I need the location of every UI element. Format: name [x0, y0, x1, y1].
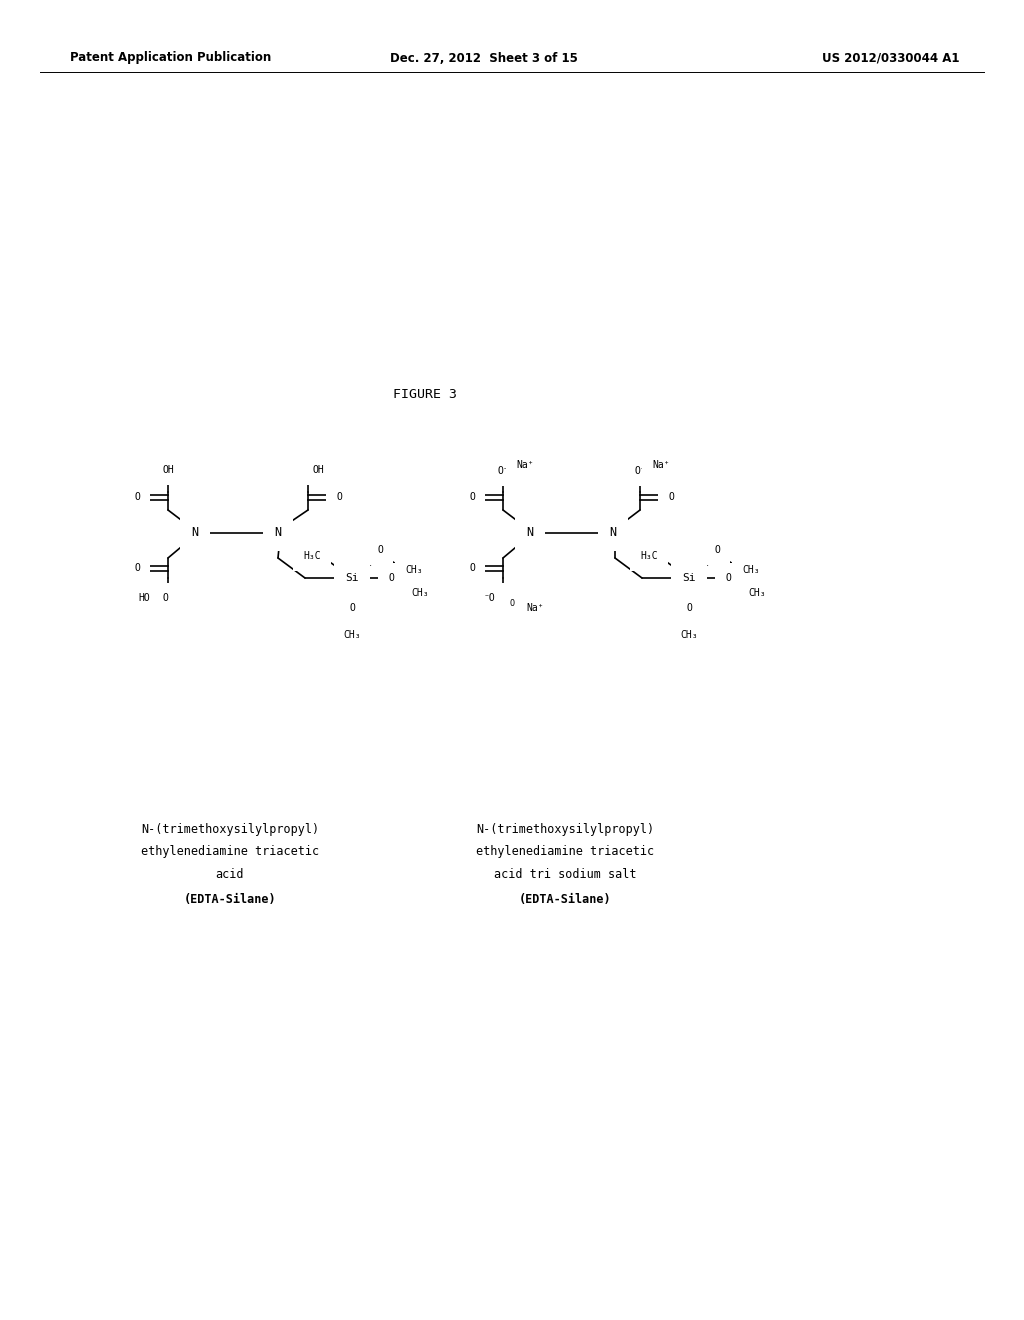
- Text: (EDTA-Silane): (EDTA-Silane): [519, 894, 611, 907]
- Text: Na⁺: Na⁺: [652, 459, 670, 470]
- Text: N-(trimethoxysilylpropyl): N-(trimethoxysilylpropyl): [141, 824, 319, 837]
- Text: CH₃: CH₃: [412, 587, 429, 598]
- Text: O: O: [668, 492, 674, 502]
- Text: O: O: [388, 573, 394, 583]
- Text: N: N: [609, 527, 616, 540]
- Text: H₃C: H₃C: [640, 550, 657, 561]
- Text: ⁻O: ⁻O: [484, 593, 496, 603]
- Text: Si: Si: [682, 573, 695, 583]
- Text: O⁻: O⁻: [497, 466, 509, 477]
- Text: CH₃: CH₃: [749, 587, 766, 598]
- Text: US 2012/0330044 A1: US 2012/0330044 A1: [822, 51, 961, 65]
- Text: O: O: [162, 593, 168, 603]
- Text: Si: Si: [345, 573, 358, 583]
- Text: O: O: [134, 564, 140, 573]
- Text: CH₃: CH₃: [343, 630, 360, 640]
- Text: acid: acid: [216, 867, 245, 880]
- Text: OH: OH: [162, 465, 174, 475]
- Text: CH₃: CH₃: [406, 565, 423, 576]
- Text: O⁻: O⁻: [634, 466, 646, 477]
- Text: ethylenediamine triacetic: ethylenediamine triacetic: [141, 846, 319, 858]
- Text: OH: OH: [312, 465, 324, 475]
- Text: acid tri sodium salt: acid tri sodium salt: [494, 867, 636, 880]
- Text: HO: HO: [138, 593, 150, 603]
- Text: CH₃: CH₃: [742, 565, 760, 576]
- Text: ethylenediamine triacetic: ethylenediamine triacetic: [476, 846, 654, 858]
- Text: N: N: [526, 527, 534, 540]
- Text: Patent Application Publication: Patent Application Publication: [70, 51, 271, 65]
- Text: O: O: [377, 545, 383, 554]
- Text: Dec. 27, 2012  Sheet 3 of 15: Dec. 27, 2012 Sheet 3 of 15: [390, 51, 578, 65]
- Text: N: N: [191, 527, 199, 540]
- Text: N: N: [274, 527, 282, 540]
- Text: O: O: [336, 492, 342, 502]
- Text: O: O: [725, 573, 731, 583]
- Text: CH₃: CH₃: [680, 630, 697, 640]
- Text: O: O: [469, 492, 475, 502]
- Text: O: O: [686, 603, 692, 612]
- Text: FIGURE 3: FIGURE 3: [393, 388, 457, 401]
- Text: O: O: [510, 598, 514, 607]
- Text: N-(trimethoxysilylpropyl): N-(trimethoxysilylpropyl): [476, 824, 654, 837]
- Text: Na⁺: Na⁺: [526, 603, 544, 612]
- Text: O: O: [134, 492, 140, 502]
- Text: H₃C: H₃C: [303, 550, 321, 561]
- Text: O: O: [714, 545, 720, 554]
- Text: (EDTA-Silane): (EDTA-Silane): [183, 894, 276, 907]
- Text: O: O: [349, 603, 355, 612]
- Text: Na⁺: Na⁺: [516, 459, 534, 470]
- Text: O: O: [469, 564, 475, 573]
